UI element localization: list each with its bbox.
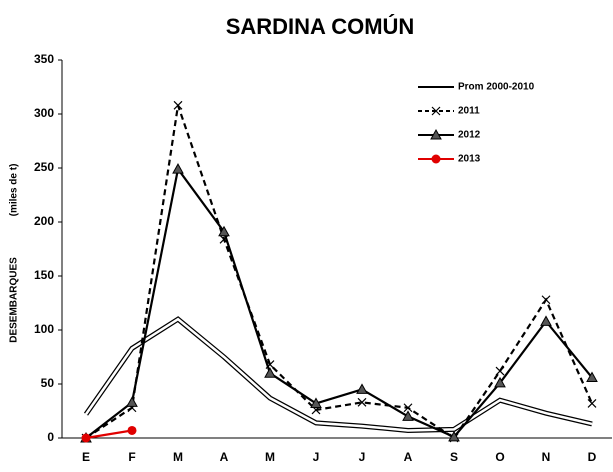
data-point (448, 430, 460, 442)
legend-marker (431, 106, 441, 116)
legend-label: 2012 (458, 130, 481, 141)
series-line-outline (83, 316, 593, 433)
x-tick-label: J (359, 450, 366, 464)
chart-title: SARDINA COMÚN (226, 14, 415, 39)
series-line (84, 317, 593, 432)
data-point (126, 396, 138, 407)
y-tick-label: 0 (47, 430, 54, 444)
data-point (127, 425, 137, 435)
y-axis-label: DESEMBARQUES (9, 257, 20, 343)
data-point (172, 163, 184, 174)
series-line (85, 166, 593, 439)
legend-label: Prom 2000-2010 (458, 82, 535, 93)
data-point (403, 403, 413, 413)
data-point (587, 399, 597, 408)
x-tick-label: D (588, 450, 597, 464)
legend-marker (430, 128, 442, 140)
x-tick-label: N (542, 450, 551, 464)
data-point (264, 367, 276, 378)
data-point (586, 371, 598, 383)
series-line (85, 105, 594, 440)
x-tick-label: J (313, 450, 320, 464)
y-tick-label: 300 (34, 106, 54, 120)
y-tick-label: 50 (41, 376, 55, 390)
y-tick-label: 200 (34, 214, 54, 228)
data-point (357, 397, 367, 407)
x-tick-label: S (450, 450, 458, 464)
x-tick-label: E (82, 450, 90, 464)
y-axis-unit: (miles de t) (9, 164, 20, 217)
series-line (85, 429, 133, 440)
data-point (494, 376, 506, 388)
y-tick-label: 350 (34, 52, 54, 66)
x-tick-label: M (265, 450, 275, 464)
data-point (173, 100, 183, 110)
data-point (541, 295, 551, 305)
x-tick-label: O (495, 450, 504, 464)
data-point (218, 225, 230, 237)
x-tick-label: A (404, 450, 413, 464)
x-tick-label: A (220, 450, 229, 464)
data-point (310, 397, 322, 408)
legend-marker (431, 154, 441, 164)
x-tick-label: F (128, 450, 135, 464)
y-tick-label: 250 (34, 160, 54, 174)
data-point (540, 315, 552, 326)
x-tick-label: M (173, 450, 183, 464)
y-tick-label: 150 (34, 268, 54, 282)
y-tick-label: 100 (34, 322, 54, 336)
data-point (402, 410, 414, 421)
data-point (81, 433, 91, 443)
legend-label: 2011 (458, 106, 480, 117)
data-point (356, 383, 368, 394)
legend-label: 2013 (458, 154, 481, 165)
data-point (495, 366, 505, 376)
